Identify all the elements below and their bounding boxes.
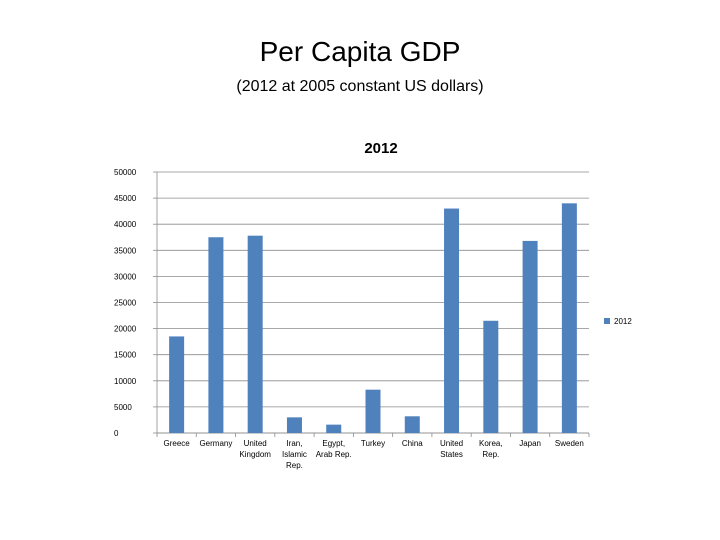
y-tick-label: 10000 — [114, 377, 137, 386]
legend-label: 2012 — [614, 317, 632, 326]
slide-subtitle: (2012 at 2005 constant US dollars) — [236, 78, 484, 95]
y-tick-label: 15000 — [114, 351, 137, 360]
y-tick-label: 45000 — [114, 194, 137, 203]
legend-swatch — [604, 318, 610, 324]
x-tick-label: China — [402, 439, 423, 448]
x-tick-label: Islamic — [282, 450, 307, 459]
x-tick-label: Kingdom — [239, 450, 271, 459]
x-tick-label: States — [440, 450, 463, 459]
bar — [365, 389, 381, 433]
y-tick-label: 40000 — [114, 220, 137, 229]
x-tick-label: Arab Rep. — [316, 450, 352, 459]
bar — [169, 336, 185, 433]
bar — [404, 416, 420, 433]
chart-title: 2012 — [364, 140, 397, 157]
y-tick-label: 20000 — [114, 325, 137, 334]
y-tick-label: 25000 — [114, 299, 137, 308]
x-tick-label: Egypt, — [322, 439, 345, 448]
x-tick-label: Sweden — [555, 439, 584, 448]
y-tick-label: 5000 — [114, 403, 132, 412]
x-tick-label: United — [440, 439, 463, 448]
slide-title: Per Capita GDP — [259, 36, 461, 67]
bar — [326, 424, 342, 433]
y-tick-label: 0 — [114, 429, 119, 438]
y-tick-label: 50000 — [114, 168, 137, 177]
x-tick-label: United — [244, 439, 267, 448]
y-tick-label: 30000 — [114, 272, 137, 281]
y-tick-label: 35000 — [114, 246, 137, 255]
bar — [247, 235, 263, 433]
bar — [522, 240, 538, 433]
bar — [483, 320, 499, 433]
x-tick-label: Rep. — [286, 461, 303, 470]
x-tick-label: Germany — [199, 439, 232, 448]
bar — [444, 208, 460, 433]
bar — [286, 417, 302, 433]
x-tick-label: Korea, — [479, 439, 503, 448]
x-tick-label: Greece — [164, 439, 191, 448]
x-tick-label: Rep. — [482, 450, 499, 459]
x-tick-label: Japan — [519, 439, 541, 448]
bar — [561, 203, 577, 433]
x-tick-label: Turkey — [361, 439, 385, 448]
x-tick-label: Iran, — [286, 439, 302, 448]
bar — [208, 237, 224, 433]
